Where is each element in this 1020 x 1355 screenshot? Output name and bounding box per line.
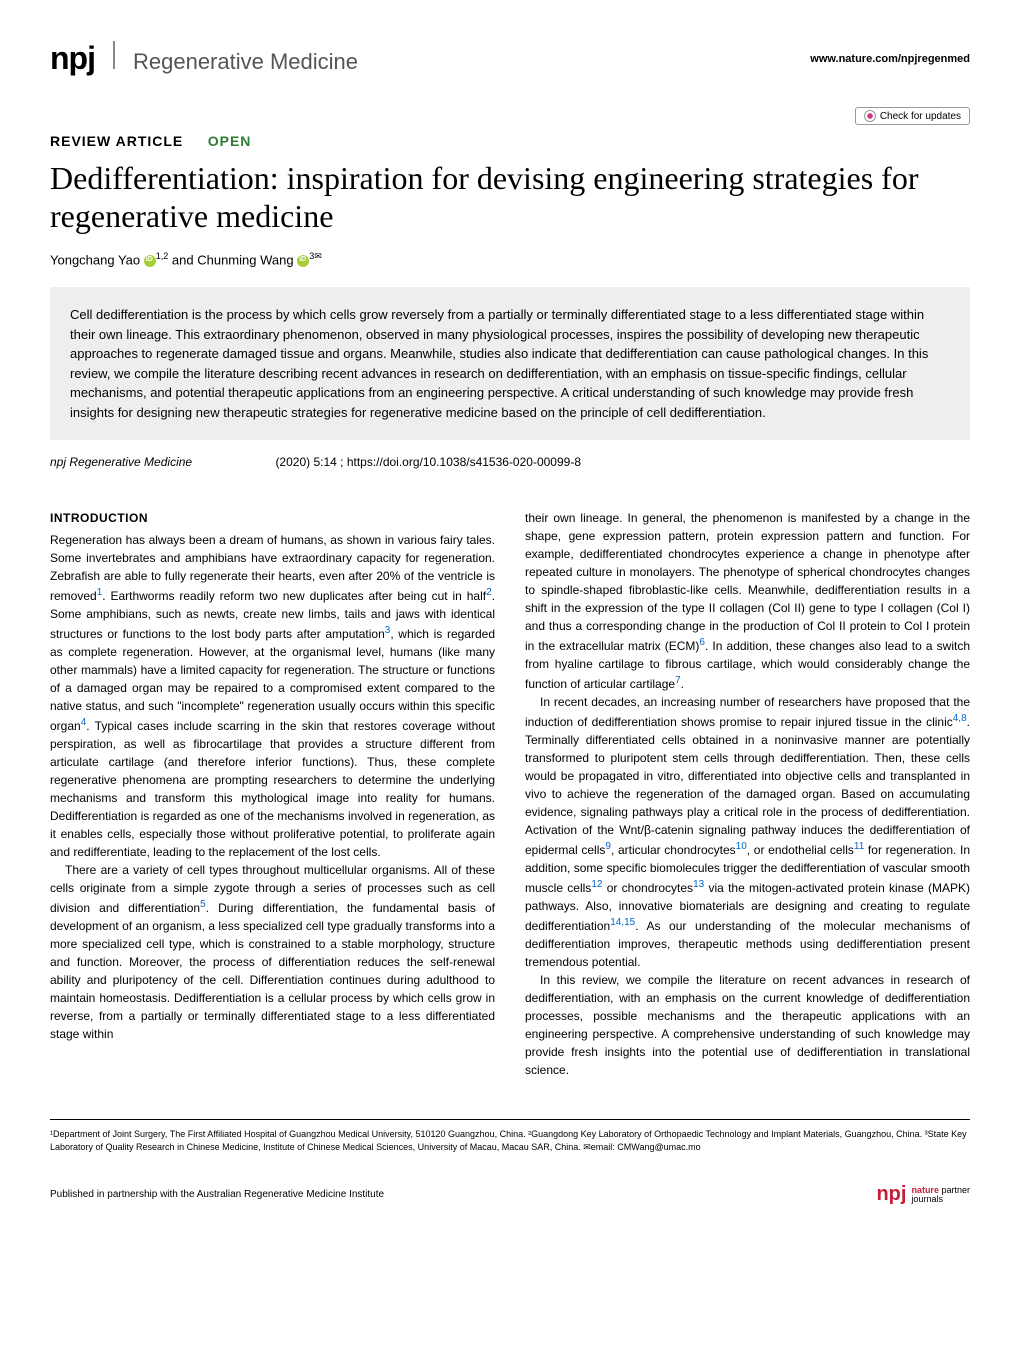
npj-logo: npj [50, 40, 95, 77]
column-right: their own lineage. In general, the pheno… [525, 509, 970, 1079]
section-heading: INTRODUCTION [50, 509, 495, 527]
paragraph: In recent decades, an increasing number … [525, 693, 970, 971]
ref-link[interactable]: 13 [693, 879, 704, 890]
footer: Published in partnership with the Austra… [50, 1183, 970, 1206]
author-1-affil: 1,2 [156, 251, 169, 261]
citation-doi: (2020) 5:14 ; https://doi.org/10.1038/s4… [275, 455, 581, 469]
website-url: www.nature.com/npjregenmed [810, 53, 970, 65]
partner-text: nature partner journals [911, 1186, 970, 1204]
journal-name: Regenerative Medicine [133, 49, 358, 75]
article-type-row: REVIEW ARTICLE OPEN [50, 133, 970, 151]
nature-partner-logo: npj nature partner journals [876, 1183, 970, 1206]
author-1: Yongchang Yao [50, 252, 140, 267]
author-2-affil: 3✉ [309, 251, 322, 261]
article-type: REVIEW ARTICLE [50, 133, 183, 149]
ref-link[interactable]: 12 [591, 879, 602, 890]
open-access-label: OPEN [208, 133, 252, 149]
abstract: Cell dedifferentiation is the process by… [50, 287, 970, 440]
authors: Yongchang Yao 1,2 and Chunming Wang 3✉ [50, 251, 970, 267]
paragraph: In this review, we compile the literatur… [525, 971, 970, 1079]
footer-publisher: Published in partnership with the Austra… [50, 1189, 384, 1200]
ref-link[interactable]: 11 [854, 841, 864, 852]
author-and: and [172, 252, 197, 267]
paragraph: There are a variety of cell types throug… [50, 861, 495, 1043]
logo-divider [113, 41, 115, 69]
orcid-icon[interactable] [297, 255, 309, 267]
header: npj Regenerative Medicine www.nature.com… [50, 40, 970, 77]
journal-logo: npj Regenerative Medicine [50, 40, 358, 77]
check-updates-badge[interactable]: Check for updates [855, 107, 970, 125]
affiliations: ¹Department of Joint Surgery, The First … [50, 1119, 970, 1153]
ref-link[interactable]: 4,8 [953, 713, 967, 724]
orcid-icon[interactable] [144, 255, 156, 267]
ref-link[interactable]: 14,15 [610, 917, 635, 928]
check-updates-label: Check for updates [880, 111, 961, 122]
npj-small-logo: npj [876, 1183, 906, 1206]
check-updates-icon [864, 110, 876, 122]
author-2: Chunming Wang [197, 252, 293, 267]
article-title: Dedifferentiation: inspiration for devis… [50, 159, 970, 236]
citation: npj Regenerative Medicine (2020) 5:14 ; … [50, 455, 970, 469]
paragraph: their own lineage. In general, the pheno… [525, 509, 970, 693]
column-left: INTRODUCTION Regeneration has always bee… [50, 509, 495, 1079]
citation-journal: npj Regenerative Medicine [50, 455, 192, 469]
main-content: INTRODUCTION Regeneration has always bee… [50, 509, 970, 1079]
ref-link[interactable]: 10 [736, 841, 747, 852]
paragraph: Regeneration has always been a dream of … [50, 531, 495, 861]
